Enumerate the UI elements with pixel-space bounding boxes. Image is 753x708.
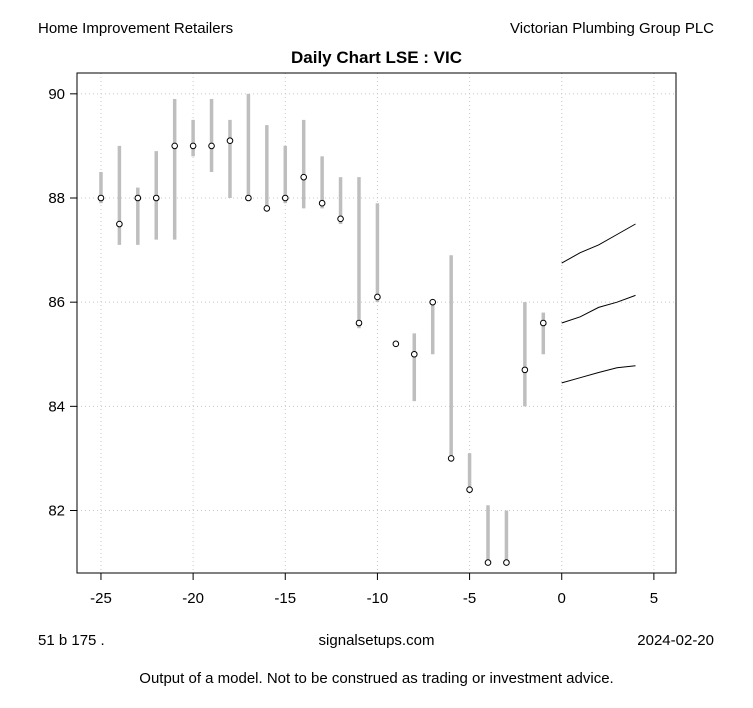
close-point: [503, 559, 510, 566]
y-tick-label: 90: [48, 86, 65, 103]
footer-stats: 51 b 175 .: [38, 632, 105, 649]
close-point: [97, 194, 105, 202]
x-tick-label: -10: [367, 590, 389, 607]
x-tick-label: -5: [463, 590, 476, 607]
close-point: [429, 298, 437, 306]
close-point: [208, 142, 215, 150]
y-tick-label: 82: [48, 503, 65, 520]
close-point: [337, 215, 344, 223]
close-point: [539, 319, 547, 327]
footer-date: 2024-02-20: [637, 632, 714, 649]
forecast-lower-line: [561, 365, 636, 384]
y-tick-label: 88: [48, 190, 65, 207]
y-tick-label: 86: [48, 294, 65, 311]
close-point: [521, 366, 529, 374]
close-point: [116, 220, 123, 228]
x-tick-label: 0: [558, 590, 566, 607]
plot-frame: [76, 72, 677, 574]
close-point: [355, 319, 363, 327]
close-point: [171, 142, 178, 150]
x-tick-label: -25: [90, 590, 112, 607]
close-point: [447, 455, 455, 462]
close-point: [263, 205, 271, 212]
forecast-upper-line: [561, 223, 636, 264]
close-point: [245, 194, 252, 202]
close-point: [281, 194, 289, 202]
y-tick-label: 84: [48, 398, 65, 415]
x-tick-label: 5: [650, 590, 658, 607]
header-sector: Home Improvement Retailers: [38, 20, 234, 37]
x-tick-label: -15: [274, 590, 296, 607]
close-point: [318, 199, 326, 207]
close-point: [300, 173, 307, 181]
footer-website: signalsetups.com: [318, 632, 435, 649]
close-point: [392, 340, 400, 348]
close-point: [226, 137, 234, 145]
close-point: [189, 142, 197, 150]
chart-title: Daily Chart LSE : VIC: [291, 48, 462, 67]
close-point: [466, 486, 473, 493]
close-point: [484, 559, 492, 566]
x-tick-label: -20: [182, 590, 204, 607]
close-point: [374, 293, 381, 301]
close-point: [152, 194, 160, 202]
close-point: [410, 350, 418, 358]
close-point: [134, 194, 142, 202]
disclaimer: Output of a model. Not to be construed a…: [139, 670, 614, 687]
header-company: Victorian Plumbing Group PLC: [510, 20, 714, 37]
forecast-mid-line: [561, 294, 636, 324]
